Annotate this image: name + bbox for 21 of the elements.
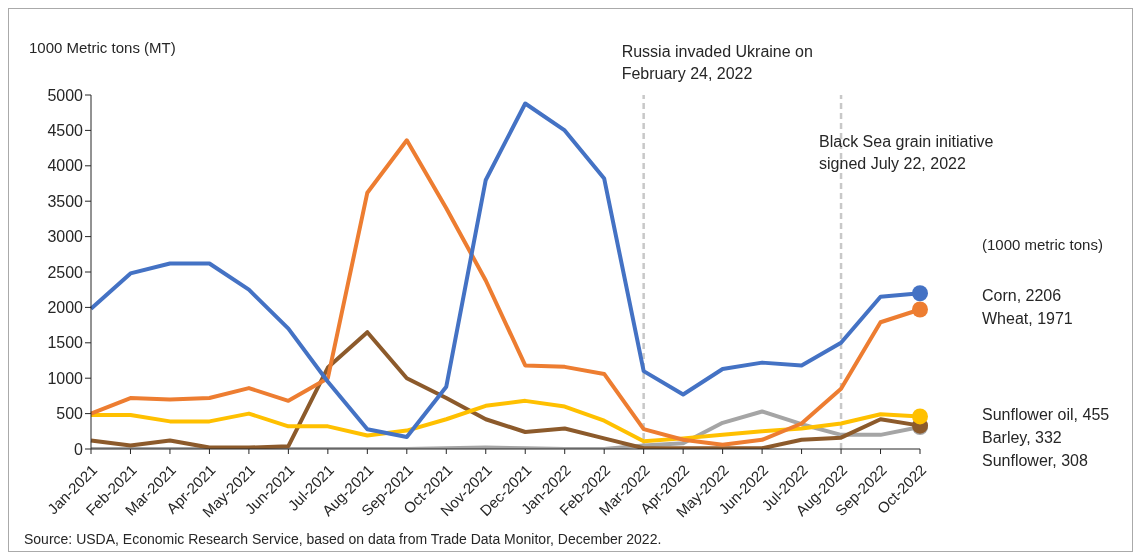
ref-line-label: Black Sea grain initiative signed July 22, 2022: [819, 133, 994, 172]
y-tick-label: 3500: [47, 192, 84, 210]
text: Corn, 2206: [982, 286, 1062, 304]
text: Wheat, 1971: [982, 309, 1073, 327]
text: Barley, 332: [982, 428, 1062, 446]
y-tick-label: 2000: [47, 299, 84, 317]
y-tick-label: 3000: [47, 228, 84, 246]
y-tick-label: 0: [74, 440, 84, 458]
y-axis-title: 1000 Metric tons (MT): [29, 39, 176, 56]
text: (1000 metric tons): [982, 236, 1103, 253]
text: Sunflower oil, 455: [982, 405, 1110, 423]
y-tick-label: 2500: [47, 263, 84, 281]
y-tick-label: 1000: [47, 369, 84, 387]
text: Sunflower, 308: [982, 451, 1088, 469]
y-tick-label: 4500: [47, 122, 84, 140]
y-tick-label: 500: [56, 405, 84, 423]
source-note: Source: USDA, Economic Research Service, based on data from Trade Data Monitor, December 2022.: [24, 531, 662, 547]
ref-line-label: Russia invaded Ukraine on February 24, 2022: [621, 43, 813, 82]
y-tick-label: 4000: [47, 157, 84, 175]
y-tick-label: 5000: [47, 86, 84, 104]
y-tick-label: 1500: [47, 334, 84, 352]
